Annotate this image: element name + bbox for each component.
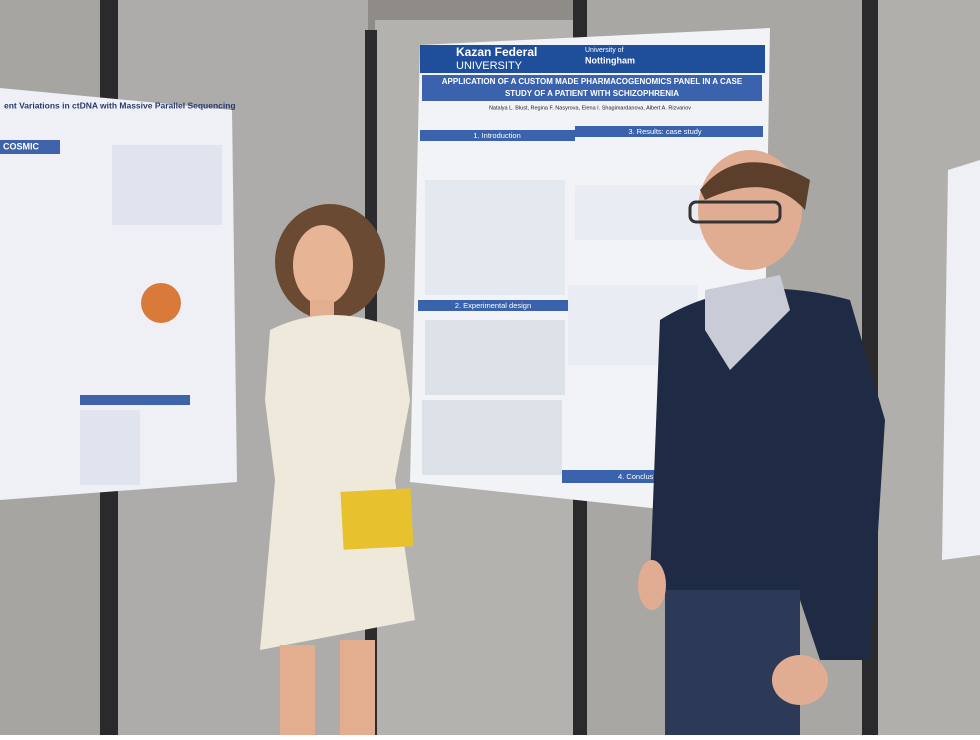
leg bbox=[280, 645, 315, 735]
section-bar bbox=[418, 300, 568, 311]
section-bar bbox=[575, 126, 763, 137]
header-text: UNIVERSITY bbox=[456, 60, 523, 72]
poster bbox=[942, 160, 980, 560]
poster-table bbox=[425, 320, 565, 395]
section-heading: 1. Introduction bbox=[473, 131, 521, 140]
header-text: University of bbox=[585, 47, 624, 54]
face bbox=[293, 225, 353, 305]
header-text: Nottingham bbox=[585, 55, 635, 65]
section-heading: 3. Results: case study bbox=[628, 127, 702, 136]
poster-figure bbox=[575, 185, 705, 240]
hair bbox=[700, 162, 810, 210]
poster-figure bbox=[80, 410, 140, 485]
hand bbox=[772, 655, 828, 705]
poster-title: ent Variations in ctDNA with Massive Par… bbox=[4, 100, 236, 110]
cardigan bbox=[650, 288, 885, 660]
shirt bbox=[705, 275, 790, 370]
label-bar bbox=[80, 395, 190, 405]
poster-title: STUDY OF A PATIENT WITH SCHIZOPHRENIA bbox=[505, 89, 679, 98]
poster-figure bbox=[112, 145, 222, 225]
notebook bbox=[340, 488, 414, 550]
section-heading: 4. Conclus bbox=[618, 472, 654, 481]
poster-table bbox=[422, 400, 562, 475]
pie-graphic bbox=[141, 283, 181, 323]
label-bar bbox=[0, 140, 60, 154]
poster-label: COSMIC bbox=[3, 141, 40, 151]
poster-authors: Natalya L. Blust, Regina F. Nasyrova, El… bbox=[489, 105, 691, 111]
section-bar bbox=[420, 130, 575, 141]
jeans bbox=[665, 590, 800, 735]
dress bbox=[260, 315, 415, 650]
poster-figure bbox=[425, 180, 565, 295]
header-text: Kazan Federal bbox=[456, 45, 537, 59]
glasses bbox=[688, 200, 782, 224]
poster-header bbox=[420, 45, 765, 73]
hand bbox=[638, 560, 666, 610]
poster-title: APPLICATION OF A CUSTOM MADE PHARMACOGEN… bbox=[442, 77, 743, 86]
section-bar bbox=[562, 470, 662, 483]
section-heading: 2. Experimental design bbox=[455, 301, 531, 310]
title-bar bbox=[422, 75, 762, 101]
leg bbox=[340, 640, 375, 735]
